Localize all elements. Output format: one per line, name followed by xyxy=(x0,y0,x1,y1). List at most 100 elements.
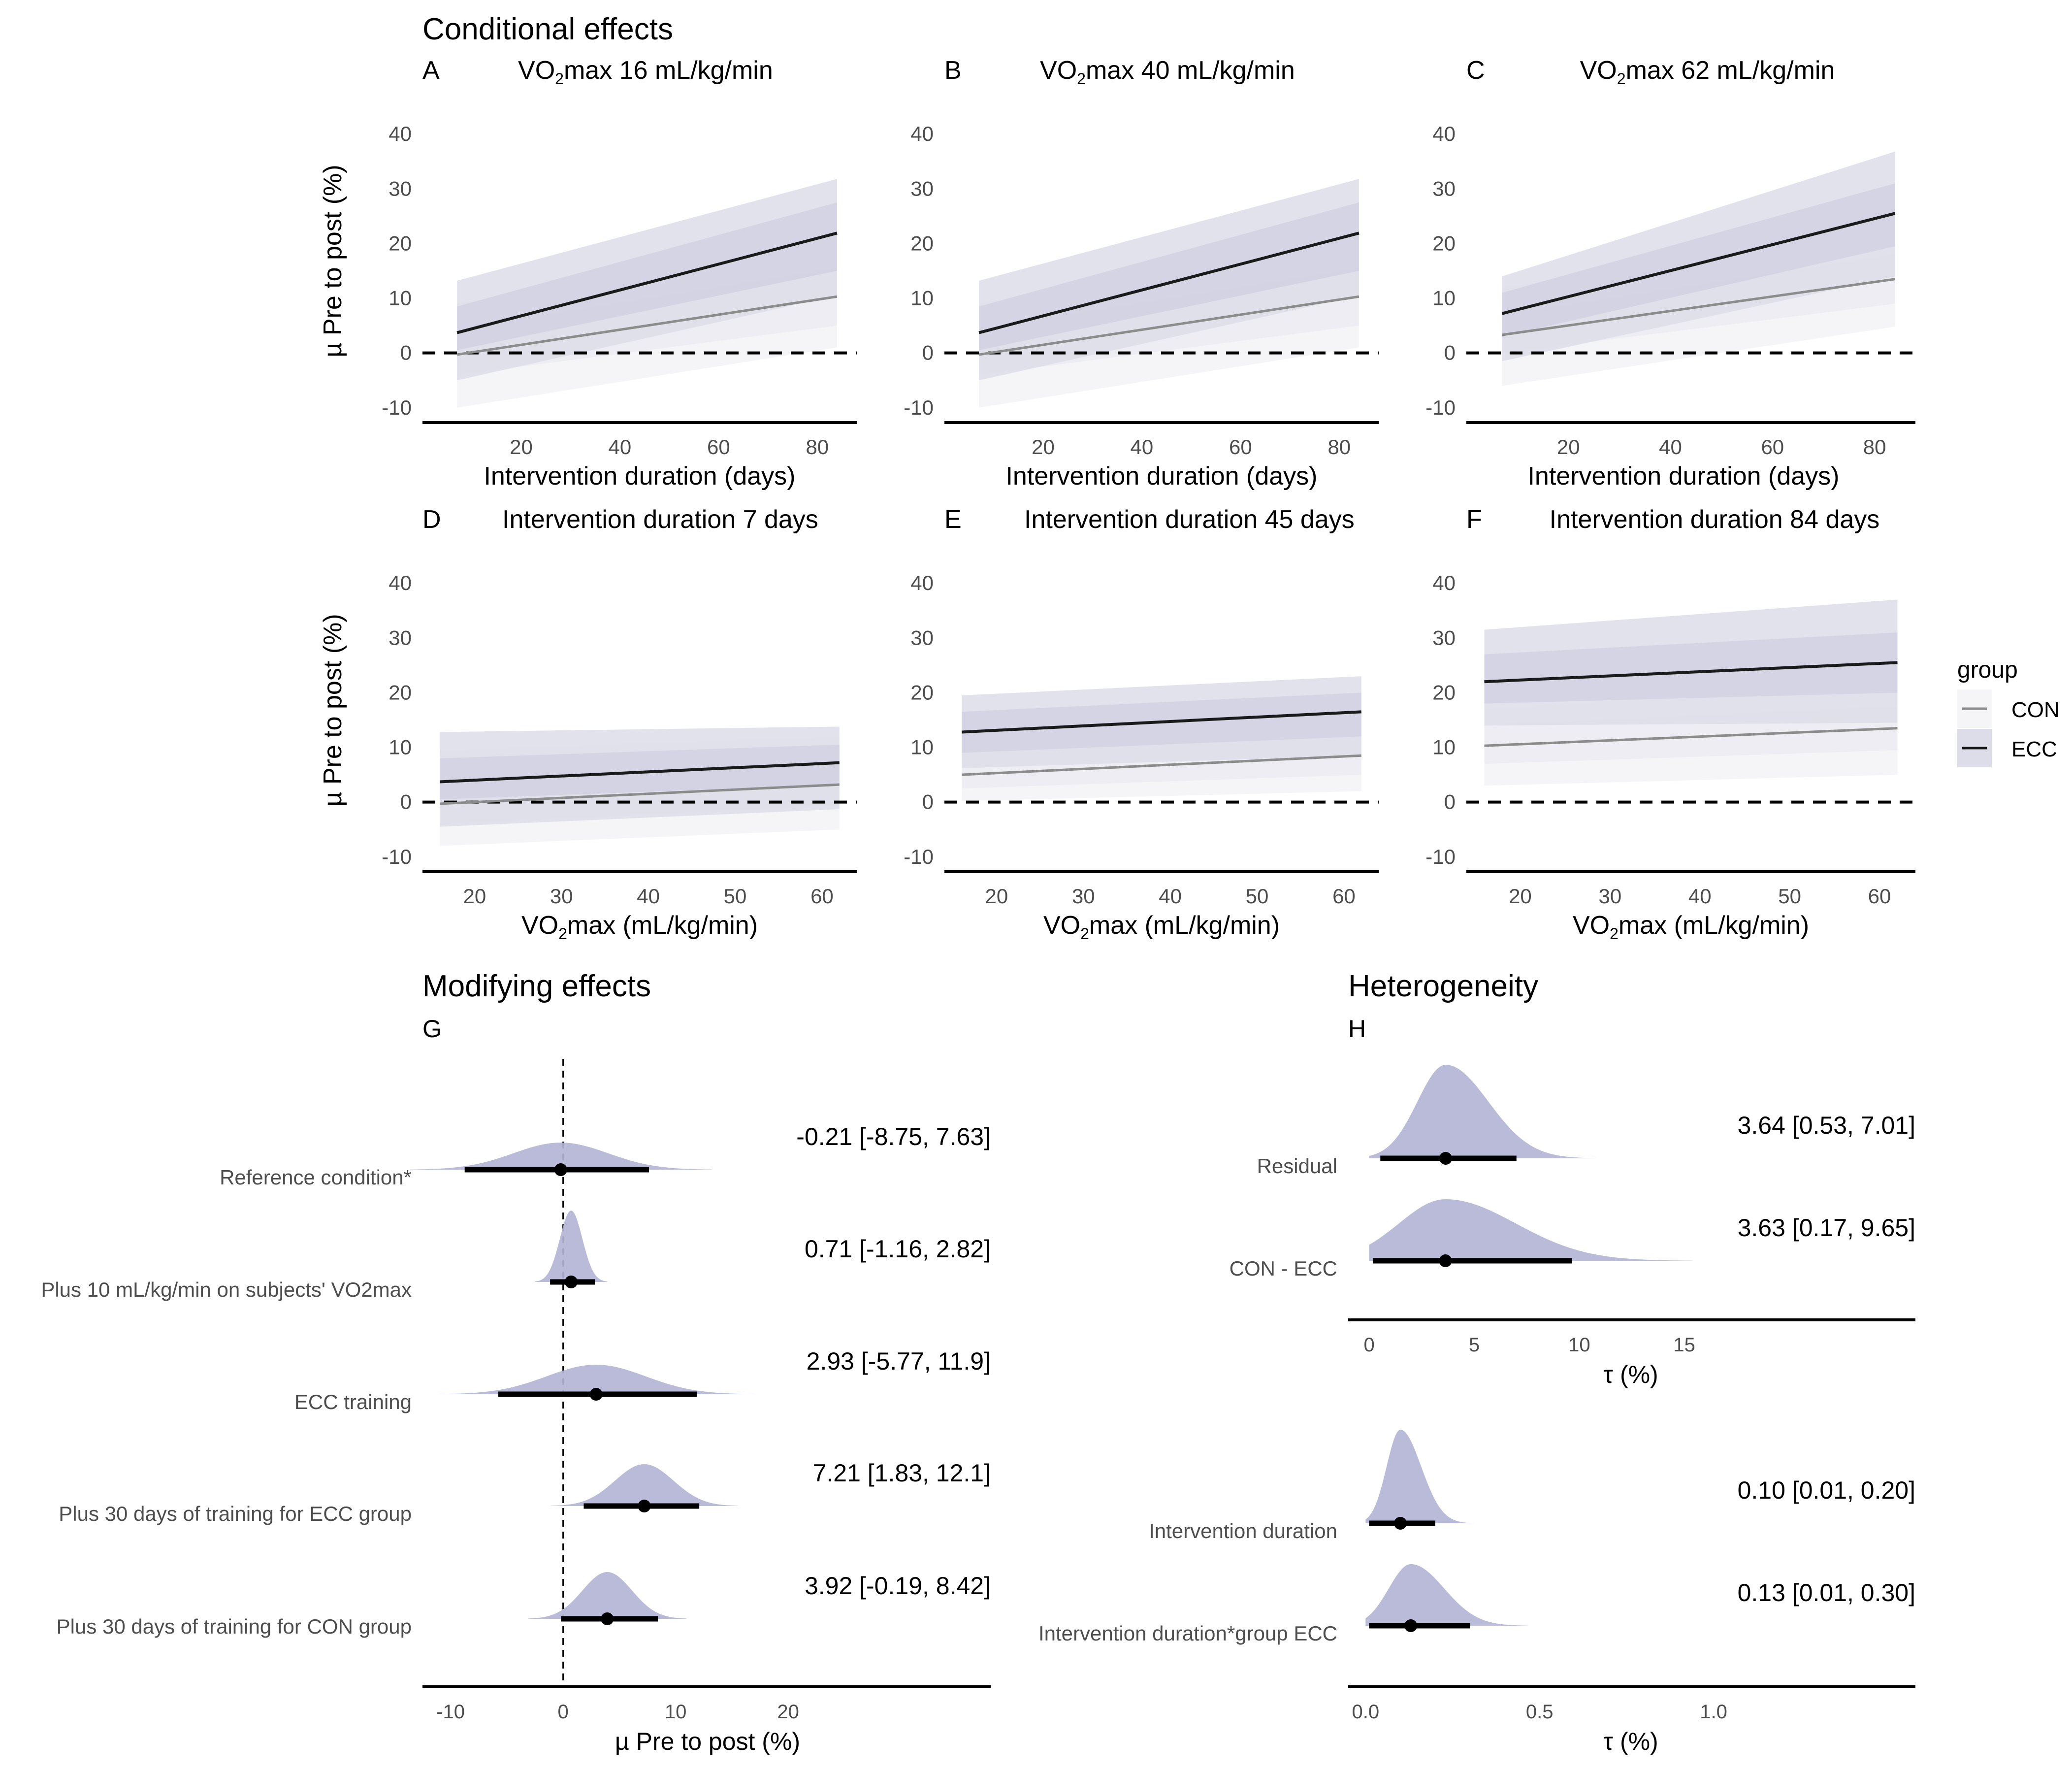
section-title-conditional: Conditional effects xyxy=(422,12,673,46)
y-axis-title: µ Pre to post (%) xyxy=(319,164,347,357)
y-tick-label: 20 xyxy=(1432,231,1456,255)
y-tick-label: 0 xyxy=(922,341,934,364)
panel-title-part-0: VO xyxy=(1580,56,1617,85)
band-ecc-inner xyxy=(1484,632,1898,704)
estimate-annotation: 0.13 [0.01, 0.30] xyxy=(1738,1579,1915,1606)
section-title-modifying: Modifying effects xyxy=(422,969,651,1003)
y-tick-label: 40 xyxy=(910,122,934,145)
x-axis-title: τ (%) xyxy=(1603,1361,1658,1388)
panel-letter: E xyxy=(944,505,962,534)
x-axis-title-part-2: max (mL/kg/min) xyxy=(567,911,758,940)
x-axis-title-part-2: max (mL/kg/min) xyxy=(1089,911,1280,940)
density-shape xyxy=(550,1464,738,1506)
row-label: Residual xyxy=(1257,1154,1337,1178)
x-tick-label: 50 xyxy=(724,885,747,908)
x-tick-label: 40 xyxy=(637,885,660,908)
x-tick-label: 10 xyxy=(1568,1334,1590,1356)
x-tick-label: 80 xyxy=(1327,435,1351,459)
panel-e-chart: -10 0 10 20 30 40 20 30 40 50 60 E Intervention dura… xyxy=(904,505,1379,943)
density-shape xyxy=(409,1143,712,1170)
x-tick-label: 50 xyxy=(1246,885,1269,908)
series-line-con xyxy=(962,754,1361,776)
row-label: Reference condition* xyxy=(220,1166,412,1189)
panel-title: VO2max 16 mL/kg/min xyxy=(518,56,773,88)
x-axis-title-part-0: VO xyxy=(521,911,558,940)
x-tick-label: 20 xyxy=(510,435,533,459)
median-point xyxy=(601,1612,614,1625)
y-tick-label: -10 xyxy=(1425,845,1456,868)
band-ecc-inner xyxy=(457,202,837,351)
x-axis-title: Intervention duration (days) xyxy=(1527,462,1839,491)
y-tick-label: -10 xyxy=(1425,396,1456,419)
estimate-annotation: 3.64 [0.53, 7.01] xyxy=(1738,1112,1915,1139)
density-shape xyxy=(1365,1564,1528,1626)
panel-d-chart: -10 0 10 20 30 40 20 30 40 50 60 D Intervention dura… xyxy=(319,505,857,943)
legend-label-ecc: ECC xyxy=(2011,737,2057,761)
estimate-annotation: 3.92 [-0.19, 8.42] xyxy=(805,1572,991,1600)
x-tick-label: 30 xyxy=(1598,885,1621,908)
x-tick-label: 0.5 xyxy=(1526,1701,1554,1723)
panel-letter: F xyxy=(1466,505,1482,534)
panel-title: VO2max 62 mL/kg/min xyxy=(1580,56,1835,88)
x-tick-label: 20 xyxy=(463,885,486,908)
panel-letter: A xyxy=(422,56,440,85)
x-tick-label: 0.0 xyxy=(1352,1701,1380,1723)
x-tick-label: 0 xyxy=(558,1701,569,1723)
y-tick-label: 0 xyxy=(400,341,412,364)
panel-title-part-1: 2 xyxy=(1077,70,1086,88)
panel-f-chart: -10 0 10 20 30 40 20 30 40 50 60 F Intervention dura… xyxy=(1425,505,1915,943)
panel-title-part-0: VO xyxy=(1040,56,1077,85)
x-axis-title-part-2: max (mL/kg/min) xyxy=(1619,911,1809,940)
y-tick-label: 30 xyxy=(388,177,412,200)
x-tick-label: 20 xyxy=(985,885,1008,908)
y-tick-label: 30 xyxy=(1432,177,1456,200)
y-tick-label: 10 xyxy=(388,736,412,759)
legend: group CON ECC xyxy=(1957,657,2060,767)
y-tick-label: 20 xyxy=(388,681,412,704)
panel-title-part-0: Intervention duration 84 days xyxy=(1550,505,1880,534)
x-tick-label: 30 xyxy=(550,885,573,908)
panel-title-part-2: max 62 mL/kg/min xyxy=(1626,56,1835,85)
x-tick-label: 60 xyxy=(1761,435,1784,459)
y-tick-label: 40 xyxy=(388,122,412,145)
panel-g-chart: Reference condition* -0.21 [-8.75, 7.63] P… xyxy=(41,1015,991,1755)
median-point xyxy=(1439,1152,1452,1165)
y-tick-label: -10 xyxy=(382,396,412,419)
x-tick-label: 30 xyxy=(1072,885,1095,908)
panel-title: Intervention duration 84 days xyxy=(1550,505,1880,534)
x-tick-label: 80 xyxy=(1863,435,1886,459)
x-tick-label: 60 xyxy=(707,435,730,459)
density-shape xyxy=(1369,1199,1693,1261)
row-label: Plus 30 days of training for CON group xyxy=(57,1615,412,1638)
x-tick-label: 80 xyxy=(806,435,829,459)
panel-title-part-0: Intervention duration 7 days xyxy=(502,505,818,534)
y-tick-label: 10 xyxy=(1432,287,1456,310)
series-line-ecc xyxy=(440,761,840,784)
median-point xyxy=(1439,1254,1452,1267)
series-line-ecc xyxy=(456,231,838,334)
x-axis-title-part-0: VO xyxy=(1043,911,1080,940)
median-point xyxy=(1394,1517,1407,1530)
x-axis-title: VO2max (mL/kg/min) xyxy=(521,911,758,943)
series-line-ecc xyxy=(978,231,1360,334)
density-shape xyxy=(1369,1065,1596,1158)
x-tick-label: 20 xyxy=(1557,435,1580,459)
x-tick-label: 20 xyxy=(1509,885,1532,908)
x-tick-label: 60 xyxy=(1229,435,1252,459)
y-tick-label: -10 xyxy=(904,396,934,419)
y-tick-label: 20 xyxy=(910,681,934,704)
row-label: Intervention duration*group ECC xyxy=(1038,1622,1337,1645)
panel-title-part-2: max 40 mL/kg/min xyxy=(1086,56,1295,85)
x-axis-title: τ (%) xyxy=(1603,1728,1658,1755)
median-point xyxy=(564,1276,578,1288)
y-tick-label: 40 xyxy=(1432,571,1456,594)
x-tick-label: 0 xyxy=(1364,1334,1375,1356)
estimate-annotation: 0.71 [-1.16, 2.82] xyxy=(805,1235,991,1263)
estimate-annotation: -0.21 [-8.75, 7.63] xyxy=(796,1123,991,1150)
y-tick-label: 10 xyxy=(910,287,934,310)
x-axis-title: Intervention duration (days) xyxy=(1005,462,1317,491)
y-tick-label: 20 xyxy=(1432,681,1456,704)
section-title-heterogeneity: Heterogeneity xyxy=(1348,969,1538,1003)
y-tick-label: -10 xyxy=(382,845,412,868)
series-line-con xyxy=(440,783,840,805)
